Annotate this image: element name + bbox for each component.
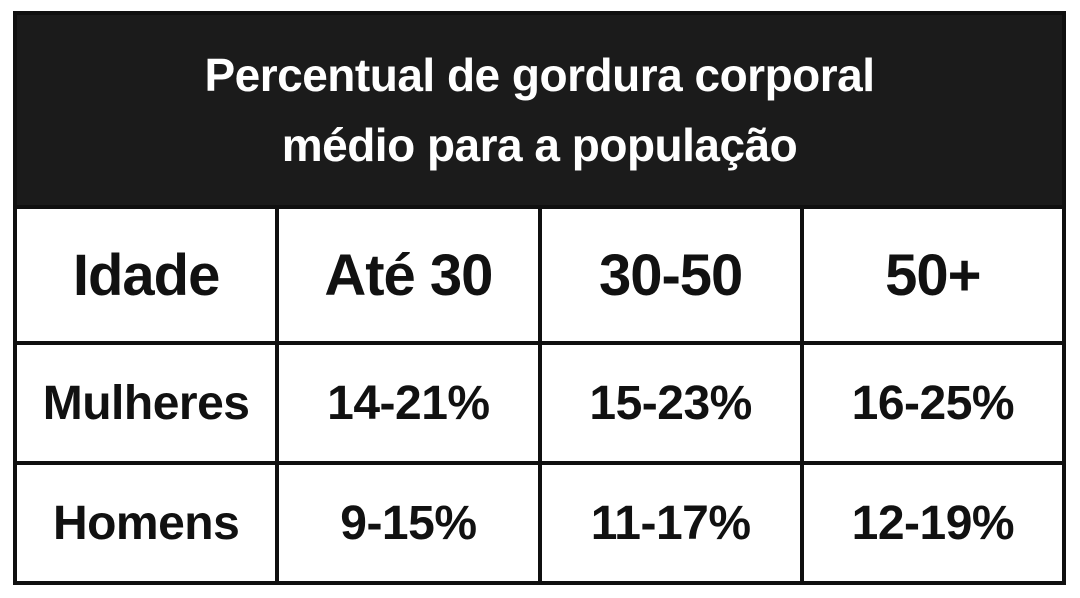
cell-homens-30-50: 11-17% [537, 461, 804, 585]
table-title: Percentual de gordura corporal médio par… [13, 11, 1066, 209]
table-title-row: Percentual de gordura corporal médio par… [13, 11, 1066, 209]
column-header-row: Idade Até 30 30-50 50+ [12, 205, 1067, 345]
column-header-30-50: 30-50 [537, 205, 804, 345]
cell-homens-ate-30: 9-15% [275, 461, 542, 585]
column-header-idade: Idade [12, 205, 280, 345]
cell-mulheres-30-50: 15-23% [537, 341, 804, 465]
table-row-homens: Homens 9-15% 11-17% 12-19% [12, 461, 1067, 585]
table-title-line2: médio para a população [281, 119, 798, 171]
column-header-50-plus: 50+ [799, 205, 1067, 345]
body-fat-table: Percentual de gordura corporal médio par… [12, 11, 1067, 585]
table-title-line1: Percentual de gordura corporal [204, 49, 875, 101]
cell-mulheres-ate-30: 14-21% [275, 341, 542, 465]
row-label-mulheres: Mulheres [12, 341, 280, 465]
table-row-mulheres: Mulheres 14-21% 15-23% 16-25% [12, 341, 1067, 465]
column-header-ate-30: Até 30 [275, 205, 542, 345]
cell-mulheres-50-plus: 16-25% [799, 341, 1067, 465]
row-label-homens: Homens [12, 461, 280, 585]
cell-homens-50-plus: 12-19% [799, 461, 1067, 585]
